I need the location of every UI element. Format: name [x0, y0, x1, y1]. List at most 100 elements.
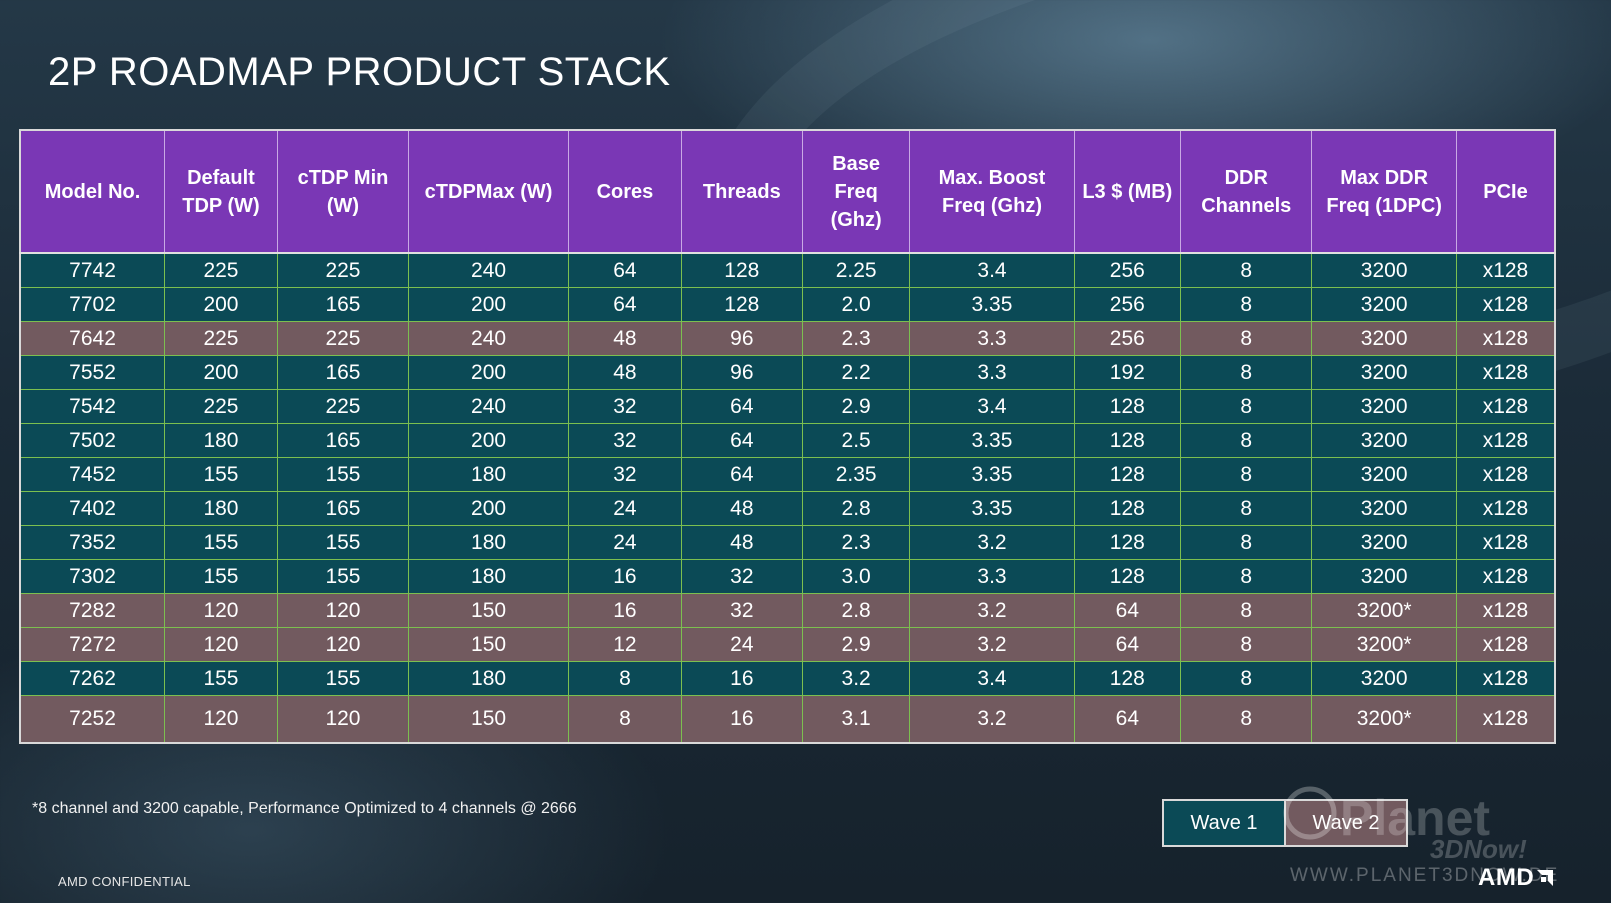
table-cell: 3200* [1311, 593, 1457, 628]
table-cell: 128 [1073, 423, 1182, 458]
footnote: *8 channel and 3200 capable, Performance… [32, 800, 577, 817]
table-cell: 16 [680, 695, 803, 744]
table-cell: 3200 [1311, 389, 1457, 424]
table-row: 7502 180 165 200 32 64 2.5 3.35 128 8 3200 x128 [19, 423, 1556, 458]
table-cell: 24 [568, 525, 682, 560]
table-row: 7282 120 120 150 16 32 2.8 3.2 64 8 3200* x128 [19, 593, 1556, 628]
table-cell: 2.5 [801, 423, 911, 458]
column-header: PCIe [1455, 130, 1556, 254]
table-cell: 128 [680, 252, 803, 288]
table-cell: 200 [408, 355, 570, 390]
watermark-sub: 3DNow! [1430, 834, 1527, 864]
column-header: DDR Channels [1180, 130, 1313, 254]
table-cell: 180 [408, 457, 570, 492]
table-row: 7402 180 165 200 24 48 2.8 3.35 128 8 3200 x128 [19, 491, 1556, 526]
table-cell: 8 [1180, 491, 1313, 526]
table-cell: 128 [1073, 661, 1182, 696]
table-cell: 2.3 [801, 525, 911, 560]
table-cell: x128 [1455, 559, 1556, 594]
table-cell: 225 [164, 252, 278, 288]
table-cell: 155 [276, 661, 410, 696]
table-cell: 240 [408, 252, 570, 288]
table-cell: x128 [1455, 355, 1556, 390]
table-cell: 180 [408, 661, 570, 696]
column-header: cTDP Min (W) [276, 130, 410, 254]
table-cell: 8 [1180, 525, 1313, 560]
table-cell: 32 [680, 593, 803, 628]
table-cell: 3200 [1311, 355, 1457, 390]
table-cell: 2.8 [801, 491, 911, 526]
table-cell: 32 [568, 457, 682, 492]
table-cell: 200 [408, 287, 570, 322]
table-cell: x128 [1455, 491, 1556, 526]
table-row: 7262 155 155 180 8 16 3.2 3.4 128 8 3200 x128 [19, 661, 1556, 696]
table-cell: x128 [1455, 593, 1556, 628]
table-cell: x128 [1455, 695, 1556, 744]
table-cell: x128 [1455, 627, 1556, 662]
confidential-label: AMD CONFIDENTIAL [58, 874, 191, 889]
table-cell: 8 [1180, 695, 1313, 744]
table-cell: 180 [408, 525, 570, 560]
table-cell: 192 [1073, 355, 1182, 390]
table-cell: 64 [1073, 593, 1182, 628]
table-row: 7272 120 120 150 12 24 2.9 3.2 64 8 3200* x128 [19, 627, 1556, 662]
table-cell: 200 [408, 491, 570, 526]
table-cell: 120 [164, 627, 278, 662]
table-cell: 64 [1073, 695, 1182, 744]
table-cell: 16 [568, 593, 682, 628]
table-cell: 165 [276, 423, 410, 458]
table-cell: x128 [1455, 457, 1556, 492]
table-cell: 3.3 [909, 321, 1075, 356]
table-cell: x128 [1455, 287, 1556, 322]
table-cell: 8 [568, 695, 682, 744]
table-cell: 64 [680, 389, 803, 424]
model-number-cell: 7272 [19, 627, 166, 662]
legend-wave-1: Wave 1 [1164, 801, 1286, 845]
column-header: Base Freq (Ghz) [801, 130, 911, 254]
table-cell: 3200 [1311, 252, 1457, 288]
table-cell: 165 [276, 355, 410, 390]
table-cell: 3.2 [909, 627, 1075, 662]
model-number-cell: 7262 [19, 661, 166, 696]
table-cell: 3.3 [909, 355, 1075, 390]
column-header: Max DDR Freq (1DPC) [1311, 130, 1457, 254]
column-header: Max. Boost Freq (Ghz) [909, 130, 1075, 254]
table-cell: 3200 [1311, 661, 1457, 696]
table-cell: 16 [568, 559, 682, 594]
table-cell: 3.4 [909, 661, 1075, 696]
table-cell: 8 [1180, 287, 1313, 322]
model-number-cell: 7252 [19, 695, 166, 744]
table-cell: 3200 [1311, 423, 1457, 458]
model-number-cell: 7402 [19, 491, 166, 526]
table-cell: 225 [276, 321, 410, 356]
table-cell: 155 [276, 457, 410, 492]
table-cell: 2.0 [801, 287, 911, 322]
table-cell: 128 [1073, 559, 1182, 594]
table-cell: 2.8 [801, 593, 911, 628]
table-cell: 240 [408, 321, 570, 356]
table-cell: x128 [1455, 423, 1556, 458]
model-number-cell: 7282 [19, 593, 166, 628]
table-cell: x128 [1455, 525, 1556, 560]
table-cell: 96 [680, 321, 803, 356]
page-title: 2P ROADMAP PRODUCT STACK [48, 50, 671, 94]
table-cell: 32 [680, 559, 803, 594]
table-cell: 155 [276, 559, 410, 594]
table-cell: 3200 [1311, 491, 1457, 526]
table-cell: 155 [164, 457, 278, 492]
table-cell: 64 [1073, 627, 1182, 662]
table-cell: 2.9 [801, 389, 911, 424]
table-row: 7742 225 225 240 64 128 2.25 3.4 256 8 3200 x128 [19, 252, 1556, 288]
table-cell: 3.4 [909, 252, 1075, 288]
table-cell: 3200 [1311, 457, 1457, 492]
table-cell: 64 [568, 252, 682, 288]
table-cell: x128 [1455, 661, 1556, 696]
table-cell: 240 [408, 389, 570, 424]
model-number-cell: 7302 [19, 559, 166, 594]
table-cell: 200 [408, 423, 570, 458]
table-cell: 3200 [1311, 321, 1457, 356]
table-cell: 48 [680, 491, 803, 526]
wave-legend: Wave 1 Wave 2 [1162, 799, 1408, 847]
table-body: 7742 225 225 240 64 128 2.25 3.4 256 8 3200 x128 770… [19, 252, 1556, 744]
table-cell: 2.3 [801, 321, 911, 356]
